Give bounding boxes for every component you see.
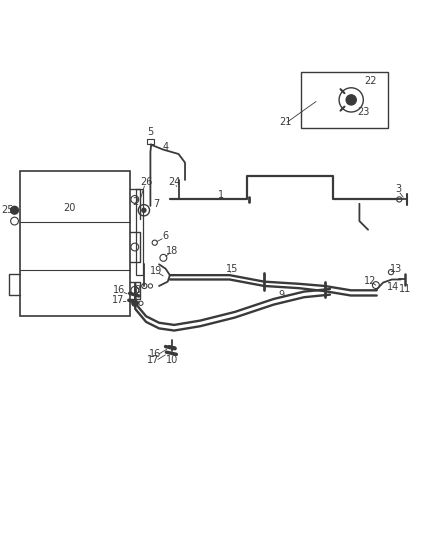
Bar [147, 139, 154, 144]
Text: 12: 12 [364, 276, 376, 286]
Text: 16: 16 [148, 349, 161, 359]
Text: 4: 4 [162, 142, 169, 152]
Text: 11: 11 [399, 285, 411, 294]
Text: 10: 10 [166, 354, 178, 365]
Text: 7: 7 [153, 199, 159, 209]
Bar [20, 171, 130, 316]
Circle shape [142, 208, 146, 213]
Text: 17: 17 [147, 354, 159, 365]
Text: 15: 15 [226, 264, 238, 273]
Text: 21: 21 [279, 117, 291, 126]
Circle shape [132, 300, 138, 306]
Text: 8: 8 [134, 285, 141, 295]
Text: 13: 13 [390, 264, 403, 273]
Text: 26: 26 [140, 177, 153, 187]
Bar [301, 72, 388, 128]
Bar [136, 189, 144, 275]
Text: 24: 24 [168, 177, 180, 187]
Text: 3: 3 [396, 183, 401, 193]
Text: 2: 2 [132, 197, 138, 207]
Text: 17: 17 [112, 295, 124, 305]
Text: 14: 14 [387, 282, 399, 292]
Text: 9: 9 [279, 289, 285, 300]
Circle shape [346, 95, 357, 105]
Text: 19: 19 [150, 266, 162, 276]
Text: 5: 5 [147, 127, 154, 138]
Text: 20: 20 [63, 203, 76, 213]
Text: 25: 25 [1, 205, 14, 215]
Text: 6: 6 [162, 231, 169, 241]
Text: 18: 18 [166, 246, 178, 256]
Circle shape [11, 206, 18, 214]
Text: 22: 22 [364, 76, 377, 86]
Text: 23: 23 [357, 107, 370, 117]
Text: 1: 1 [218, 190, 224, 200]
Text: 16: 16 [113, 285, 125, 295]
